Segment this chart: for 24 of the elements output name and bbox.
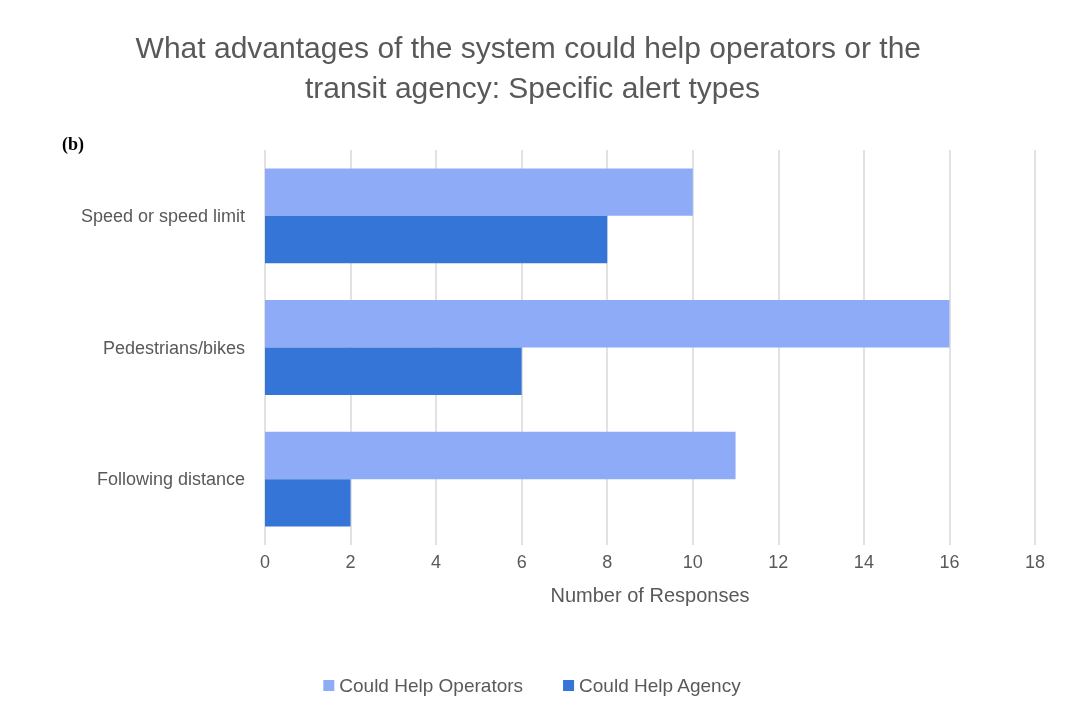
x-tick-label: 0 [259,552,271,572]
bar [265,215,608,264]
text: (b) [62,134,84,155]
x-tick-label: 8 [602,552,613,572]
x-tick-label: 4 [431,552,442,572]
y-tick-label: Pedestrians/bikes [102,337,245,358]
legend-label: Could Help Operators [339,675,524,696]
bar [265,431,736,480]
legend-label: Could Help Agency [579,675,742,696]
bar [265,347,522,395]
x-tick-label: 10 [682,552,703,572]
x-tick-label: 16 [939,552,960,572]
x-tick-label: 2 [345,552,356,572]
x-tick-label: 6 [516,552,527,572]
bar [265,168,693,216]
x-tick-label: 12 [768,552,789,572]
bar [265,479,351,527]
y-tick-label: Following distance [96,469,245,490]
y-tick-label: Speed or speed limit [80,205,245,226]
x-tick-label: 18 [1024,552,1046,572]
chart-title: What advantages of the system could help operators or the transit agency: Specific alert types [135,30,930,104]
x-tick-label: 14 [853,552,874,572]
x-axis-title: Number of Responses [550,584,750,606]
bar [265,300,950,348]
